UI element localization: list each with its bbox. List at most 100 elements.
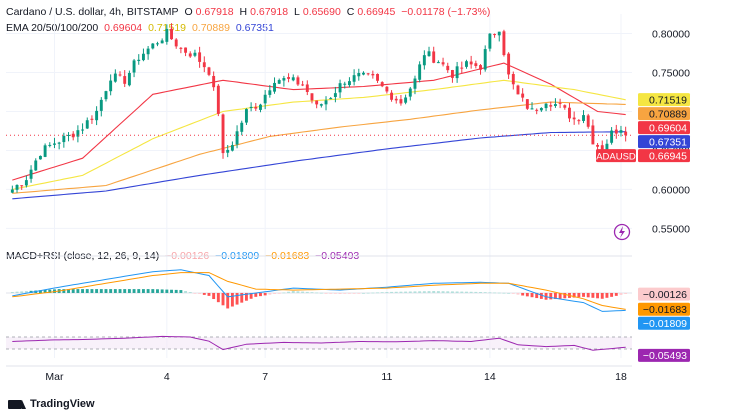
candle-body xyxy=(329,98,333,100)
candle xyxy=(268,84,272,98)
macd-histogram-bar xyxy=(76,289,80,293)
macd-histogram-bar xyxy=(474,291,478,293)
macd-histogram-bar xyxy=(221,292,225,306)
candle xyxy=(422,50,426,70)
candle xyxy=(465,59,468,69)
candle-body xyxy=(165,28,169,42)
price-tick-label: 0.80000 xyxy=(652,28,690,40)
candle-body xyxy=(10,189,14,193)
candle xyxy=(113,69,117,83)
candle xyxy=(394,95,398,104)
candle xyxy=(240,120,244,136)
macd-histogram-bar xyxy=(67,289,70,293)
candle xyxy=(310,93,314,104)
candle-body xyxy=(151,43,155,49)
macd-histogram-bar xyxy=(390,291,394,293)
candle-body xyxy=(614,129,618,134)
candle-body xyxy=(502,31,506,56)
macd-histogram-bar xyxy=(558,292,562,299)
macd-histogram-bar xyxy=(104,289,108,293)
macd-histogram-bar xyxy=(38,290,42,293)
candle xyxy=(207,66,211,77)
symbol-badge-text: ADAUSD xyxy=(596,151,636,162)
macd-histogram-bar xyxy=(582,292,585,297)
candle xyxy=(624,126,628,142)
candle-body xyxy=(441,62,445,65)
candle xyxy=(165,24,169,45)
candle xyxy=(127,70,131,87)
macd-histogram-bar xyxy=(572,292,576,298)
ema-legend[interactable]: EMA 20/50/100/200 0.69604 0.71519 0.7088… xyxy=(6,22,277,34)
candle-body xyxy=(38,155,42,160)
ema20-value: 0.69604 xyxy=(104,22,143,34)
macd-histogram-bar xyxy=(81,289,85,293)
low-value: 0.65690 xyxy=(302,6,341,18)
candle xyxy=(188,51,192,58)
candle-body xyxy=(179,47,183,49)
candle xyxy=(591,119,595,145)
macd-histogram-bar xyxy=(586,292,590,298)
candle xyxy=(563,104,567,110)
candle xyxy=(483,45,487,72)
candle-body xyxy=(310,93,314,101)
macd-histogram-bar xyxy=(563,292,567,299)
macd-histogram-bar xyxy=(132,289,136,293)
candle-body xyxy=(333,93,337,98)
macd-histogram-bar xyxy=(413,291,417,293)
macd-histogram-bar xyxy=(521,292,525,296)
candle xyxy=(193,49,197,58)
candle-body xyxy=(141,53,145,61)
price-badge: 0.69604 xyxy=(638,121,690,134)
macd-histogram-bar xyxy=(460,291,464,293)
candle xyxy=(160,38,164,44)
candle-body xyxy=(198,52,202,62)
candle xyxy=(85,117,89,129)
macd-histogram-bar xyxy=(539,292,543,299)
macd-histogram-bar xyxy=(507,292,511,294)
candle-body xyxy=(291,77,295,81)
candle-body xyxy=(558,102,562,104)
lightning-icon xyxy=(613,223,631,241)
candle-body xyxy=(469,61,473,65)
candle-body xyxy=(624,131,628,136)
macd-histogram-bar xyxy=(259,292,262,297)
candle-body xyxy=(254,106,258,109)
tradingview-logo[interactable]: TradingView xyxy=(8,398,95,410)
macd-histogram-bar xyxy=(408,291,412,293)
candle-body xyxy=(455,66,459,79)
candle-body xyxy=(24,180,28,186)
candle xyxy=(76,125,80,143)
macd-histogram-bar xyxy=(123,289,127,293)
candle xyxy=(427,46,431,57)
candle xyxy=(352,69,356,86)
candle xyxy=(95,106,99,126)
candle-body xyxy=(399,99,403,104)
macd-histogram-bar xyxy=(525,292,529,297)
symbol-title[interactable]: Cardano / U.S. dollar, 4h, BITSTAMP xyxy=(6,6,179,18)
rsi-badge: −0.05493 xyxy=(638,348,690,362)
close-label: C xyxy=(346,6,355,18)
candle-body xyxy=(324,100,328,105)
macd-histogram-bar xyxy=(422,291,426,293)
rsi-badge-bg xyxy=(638,348,690,362)
candle-body xyxy=(404,97,408,103)
macd-histogram-bar xyxy=(127,289,131,293)
time-tick-label: Mar xyxy=(45,371,64,383)
candle-body xyxy=(123,76,127,84)
candle xyxy=(137,54,141,65)
macd-histogram-bar xyxy=(179,290,183,293)
candle xyxy=(544,103,548,112)
candle xyxy=(301,80,305,87)
macd-histogram-bar xyxy=(170,289,173,293)
macd-badge: −0.00126 xyxy=(638,287,690,301)
time-tick-label: 18 xyxy=(615,371,627,383)
candle-body xyxy=(338,83,342,93)
macd-histogram-bar xyxy=(488,292,492,294)
macd-histogram-bar xyxy=(193,292,197,294)
candle-body xyxy=(15,184,19,190)
candle-body xyxy=(240,122,244,132)
candle-body xyxy=(20,185,24,187)
candle xyxy=(259,103,262,113)
candle-body xyxy=(436,62,440,64)
